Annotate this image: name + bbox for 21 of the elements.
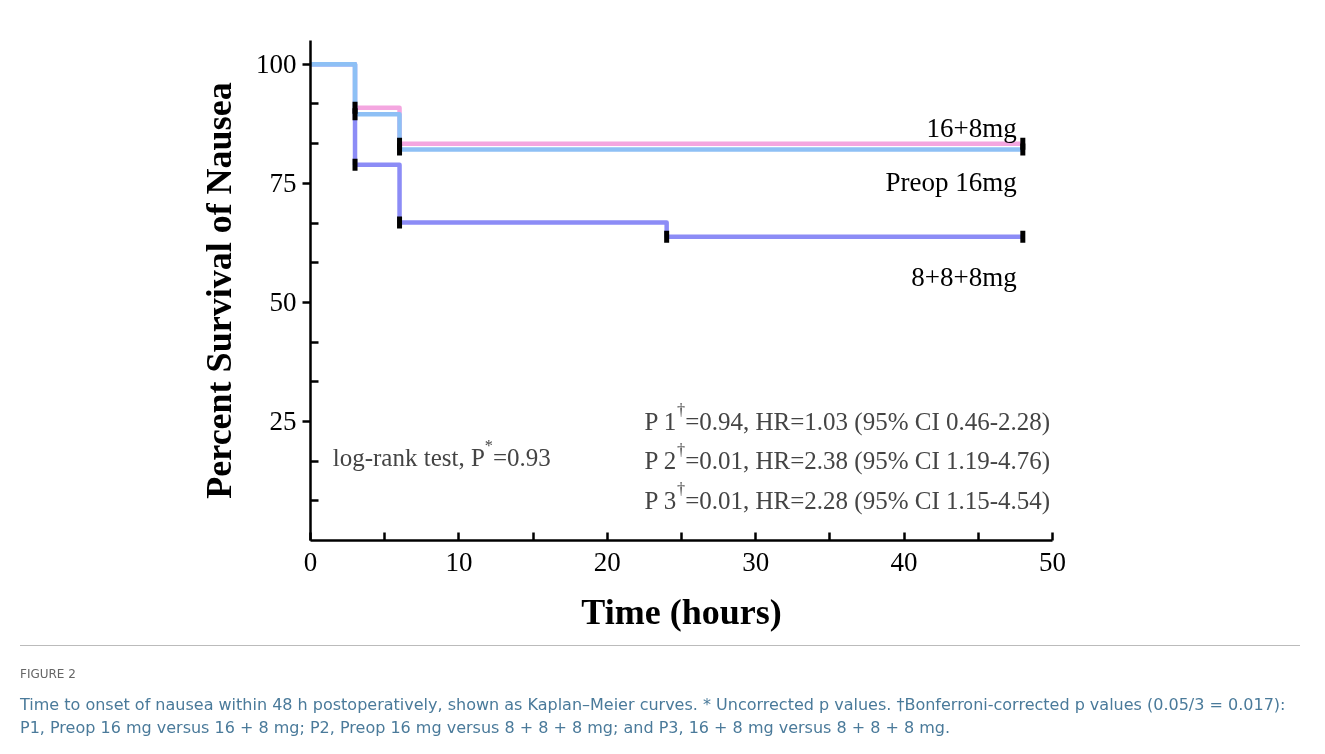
series-label: 8+8+8mg — [911, 261, 1017, 292]
annotation: P 1†=0.94, HR=1.03 (95% CI 0.46-2.28) — [644, 401, 1051, 436]
annotation: P 2†=0.01, HR=2.38 (95% CI 1.19-4.76) — [644, 440, 1051, 476]
annotation: P 3†=0.01, HR=2.28 (95% CI 1.15-4.54) — [644, 479, 1051, 515]
series-label: 16+8mg — [926, 112, 1017, 143]
x-tick-label: 10 — [445, 546, 473, 577]
y-tick-label: 75 — [269, 168, 297, 199]
series-label: Preop 16mg — [885, 166, 1017, 197]
annotation: log-rank test, P*=0.93 — [332, 436, 551, 471]
x-tick-label: 20 — [593, 546, 621, 577]
text: FIGURE 2 — [20, 666, 76, 683]
y-tick-label: 50 — [269, 287, 297, 318]
x-axis-title: Time (hours) — [581, 591, 782, 632]
y-tick-label: 25 — [269, 406, 297, 437]
x-tick-label: 0 — [303, 546, 318, 577]
x-tick-label: 50 — [1039, 546, 1066, 577]
x-tick-label: 40 — [890, 546, 918, 577]
y-axis-title: Percent Survival of Nausea — [199, 82, 239, 499]
text: Time to onset of nausea within 48 h postoperatively, shown as Kaplan–Meier curves. * Uncorrected p values. †Bonferroni-corrected p values (0.05/3 = 0.017): P1, Preop 16 mg versus 16 + 8 mg; P2, Preop 16 mg versus 8 + 8 + 8 mg; and P3, 16 + 8 mg versus 8 + 8 + 8 mg. — [20, 694, 1287, 740]
y-tick-label: 100 — [256, 49, 297, 80]
x-tick-label: 30 — [742, 546, 770, 577]
